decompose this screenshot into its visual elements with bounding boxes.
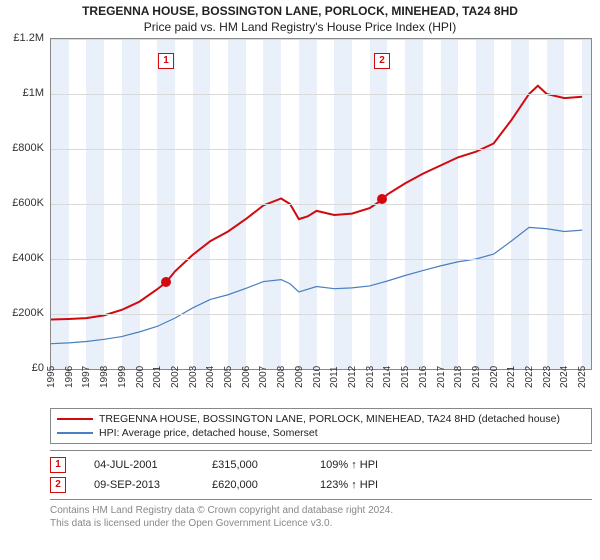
legend-swatch (57, 418, 93, 420)
chart-subtitle: Price paid vs. HM Land Registry's House … (0, 18, 600, 38)
sale-marker (377, 194, 387, 204)
x-tick-label: 2020 (489, 366, 500, 388)
x-tick-label: 1996 (64, 366, 75, 388)
legend-label: HPI: Average price, detached house, Some… (99, 427, 318, 439)
y-tick-label: £600K (12, 197, 50, 209)
x-tick-label: 2008 (276, 366, 287, 388)
legend: TREGENNA HOUSE, BOSSINGTON LANE, PORLOCK… (50, 408, 592, 444)
sale-label-box: 2 (374, 53, 390, 69)
footer: Contains HM Land Registry data © Crown c… (50, 500, 592, 530)
sale-marker (161, 277, 171, 287)
x-tick-label: 2018 (453, 366, 464, 388)
x-tick-label: 2002 (170, 366, 181, 388)
x-tick-label: 2011 (329, 366, 340, 388)
x-tick-label: 2014 (382, 366, 393, 388)
y-tick-label: £1M (23, 87, 50, 99)
x-tick-label: 2015 (400, 366, 411, 388)
x-tick-label: 1997 (81, 366, 92, 388)
series-blue (51, 227, 582, 343)
footer-line1: Contains HM Land Registry data © Crown c… (50, 504, 592, 517)
x-tick-label: 1998 (99, 366, 110, 388)
chart-container: TREGENNA HOUSE, BOSSINGTON LANE, PORLOCK… (0, 0, 600, 560)
chart-title: TREGENNA HOUSE, BOSSINGTON LANE, PORLOCK… (0, 0, 600, 18)
sale-date: 09-SEP-2013 (94, 479, 184, 491)
legend-row: TREGENNA HOUSE, BOSSINGTON LANE, PORLOCK… (57, 412, 585, 426)
x-tick-label: 2024 (559, 366, 570, 388)
x-tick-label: 2007 (258, 366, 269, 388)
x-tick-label: 2009 (294, 366, 305, 388)
y-tick-label: £1.2M (13, 32, 50, 44)
gridline-h (51, 149, 591, 150)
x-tick-label: 2006 (241, 366, 252, 388)
x-tick-label: 2022 (524, 366, 535, 388)
sale-price: £620,000 (212, 479, 292, 491)
sales-table: 1 04-JUL-2001 £315,000 109% ↑ HPI 2 09-SEP-20… (50, 450, 592, 500)
gridline-h (51, 314, 591, 315)
x-tick-label: 1999 (117, 366, 128, 388)
footer-line2: This data is licensed under the Open Gov… (50, 517, 592, 530)
x-tick-label: 2021 (506, 366, 517, 388)
gridline-h (51, 39, 591, 40)
sale-pct: 109% ↑ HPI (320, 459, 378, 471)
x-tick-label: 2000 (135, 366, 146, 388)
y-tick-label: £200K (12, 307, 50, 319)
x-tick-label: 2013 (365, 366, 376, 388)
x-tick-label: 2004 (205, 366, 216, 388)
legend-label: TREGENNA HOUSE, BOSSINGTON LANE, PORLOCK… (99, 413, 560, 425)
x-tick-label: 1995 (46, 366, 57, 388)
legend-swatch (57, 432, 93, 434)
y-tick-label: £400K (12, 252, 50, 264)
x-tick-label: 2017 (436, 366, 447, 388)
x-tick-label: 2025 (577, 366, 588, 388)
sale-pct: 123% ↑ HPI (320, 479, 378, 491)
sale-date: 04-JUL-2001 (94, 459, 184, 471)
x-tick-label: 2001 (152, 366, 163, 388)
series-red (51, 86, 582, 320)
sales-row: 2 09-SEP-2013 £620,000 123% ↑ HPI (50, 475, 592, 495)
x-tick-label: 2005 (223, 366, 234, 388)
legend-row: HPI: Average price, detached house, Some… (57, 426, 585, 440)
plot-area: 12 (50, 38, 592, 370)
x-tick-label: 2023 (542, 366, 553, 388)
gridline-h (51, 94, 591, 95)
x-tick-label: 2019 (471, 366, 482, 388)
x-tick-label: 2003 (188, 366, 199, 388)
sale-price: £315,000 (212, 459, 292, 471)
sale-label-box: 1 (158, 53, 174, 69)
sales-row: 1 04-JUL-2001 £315,000 109% ↑ HPI (50, 455, 592, 475)
plot-wrap: 12 £0£200K£400K£600K£800K£1M£1.2M1995199… (50, 38, 592, 370)
sale-badge: 2 (50, 477, 66, 493)
y-tick-label: £800K (12, 142, 50, 154)
gridline-h (51, 204, 591, 205)
x-tick-label: 2012 (347, 366, 358, 388)
gridline-h (51, 259, 591, 260)
sale-badge: 1 (50, 457, 66, 473)
x-tick-label: 2010 (312, 366, 323, 388)
x-tick-label: 2016 (418, 366, 429, 388)
